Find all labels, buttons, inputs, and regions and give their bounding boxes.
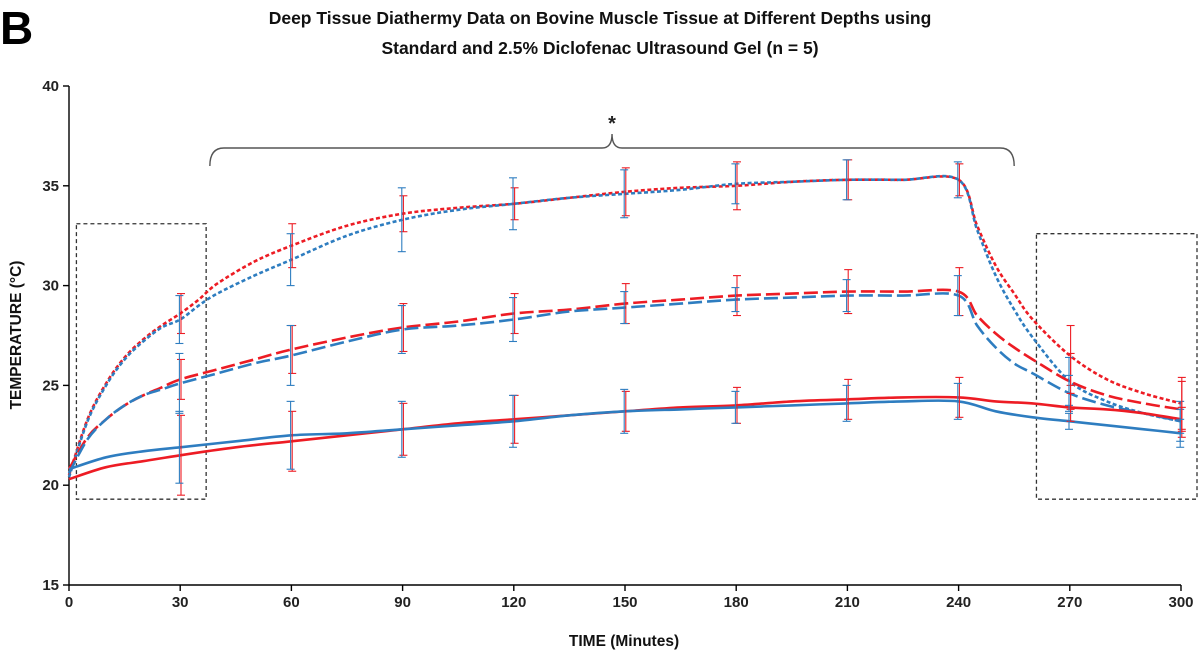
y-tick-label-35: 35 — [42, 178, 59, 195]
errorbar-diclofenac-gel-shallow-240 — [953, 161, 962, 199]
y-tick-label-25: 25 — [42, 377, 59, 394]
errorbar-standard-gel-deep-240 — [955, 376, 964, 418]
x-tick-label-60: 60 — [283, 594, 300, 611]
errorbar-standard-gel-deep-90 — [399, 402, 408, 456]
highlight-box-0 — [75, 223, 207, 500]
errorbar-diclofenac-gel-shallow-180 — [731, 163, 740, 205]
series-standard-gel-shallow — [67, 175, 1182, 476]
errorbar-diclofenac-gel-middle-120 — [509, 297, 517, 343]
x-axis-label: TIME (Minutes) — [569, 633, 679, 650]
errorbar-diclofenac-gel-middle-210 — [842, 279, 851, 313]
errorbar-standard-gel-middle-210 — [844, 269, 853, 315]
highlight-box-1 — [1035, 233, 1198, 500]
errorbar-standard-gel-shallow-60 — [288, 223, 297, 269]
series-diclofenac-gel-middle — [67, 292, 1182, 474]
y-axis-label: TEMPERATURE (°C) — [8, 261, 25, 410]
errorbar-standard-gel-deep-30 — [177, 414, 185, 496]
errorbar-diclofenac-gel-middle-90 — [397, 305, 406, 355]
errorbar-standard-gel-deep-270 — [1066, 392, 1075, 422]
errorbar-diclofenac-gel-shallow-150 — [620, 169, 629, 219]
errorbar-diclofenac-gel-middle-240 — [953, 275, 962, 317]
x-tick-label-210: 210 — [835, 594, 860, 611]
x-tick-label-120: 120 — [501, 594, 526, 611]
errorbar-diclofenac-gel-shallow-60 — [286, 233, 295, 287]
panel-label: B — [0, 2, 33, 54]
highlight-regions — [75, 223, 1198, 500]
series-diclofenac-gel-shallow — [67, 174, 1182, 478]
errorbar-diclofenac-gel-shallow-30 — [175, 295, 184, 345]
errorbar-standard-gel-middle-120 — [510, 293, 519, 335]
series-diclofenac-gel-deep — [68, 399, 1182, 471]
errorbar-standard-gel-shallow-90 — [399, 195, 408, 233]
errorbar-diclofenac-gel-deep-30 — [175, 410, 184, 484]
x-tick-label-30: 30 — [172, 594, 189, 611]
x-tick-label-270: 270 — [1057, 594, 1082, 611]
errorbar-standard-gel-shallow-180 — [733, 161, 741, 211]
x-tick-label-300: 300 — [1168, 594, 1193, 611]
errorbar-diclofenac-gel-middle-150 — [620, 291, 629, 325]
x-tick-label-150: 150 — [612, 594, 637, 611]
errorbar-diclofenac-gel-deep-150 — [620, 388, 629, 434]
errorbar-diclofenac-gel-deep-120 — [509, 394, 517, 448]
errorbar-diclofenac-gel-deep-240 — [953, 382, 962, 420]
chart-title-line-1: Deep Tissue Diathermy Data on Bovine Mus… — [269, 8, 932, 28]
series-standard-gel-middle — [67, 288, 1182, 470]
data-series — [67, 174, 1182, 481]
errorbar-standard-gel-deep-150 — [621, 390, 630, 432]
errorbar-diclofenac-gel-deep-270 — [1065, 412, 1073, 430]
errorbar-diclofenac-gel-shallow-210 — [842, 159, 851, 201]
x-tick-label-90: 90 — [394, 594, 411, 611]
y-tick-label-40: 40 — [42, 78, 59, 95]
errorbar-standard-gel-shallow-240 — [955, 163, 964, 197]
errorbar-diclofenac-gel-middle-60 — [286, 324, 295, 386]
errorbar-standard-gel-middle-90 — [399, 303, 408, 353]
errorbar-standard-gel-middle-180 — [733, 275, 741, 317]
errorbar-diclofenac-gel-deep-210 — [842, 384, 851, 422]
x-tick-label-180: 180 — [724, 594, 749, 611]
chart-title-line-2: Standard and 2.5% Diclofenac Ultrasound … — [381, 38, 818, 58]
significance-asterisk: * — [608, 113, 616, 135]
errorbar-standard-gel-middle-30 — [177, 358, 185, 400]
errorbar-standard-gel-shallow-150 — [621, 167, 630, 217]
errorbar-diclofenac-gel-middle-180 — [731, 287, 740, 313]
x-tick-label-240: 240 — [946, 594, 971, 611]
significance-brace — [209, 133, 1015, 167]
x-tick-label-0: 0 — [65, 594, 73, 611]
series-standard-gel-deep — [68, 395, 1182, 481]
y-tick-label-30: 30 — [42, 278, 59, 295]
axes: 15 20 25 30 35 40 0 30 60 90 120 150 180 210 240 270 300 — [42, 78, 1193, 611]
errorbar-diclofenac-gel-deep-60 — [286, 400, 295, 470]
error-bars — [175, 159, 1186, 496]
errorbar-diclofenac-gel-deep-90 — [397, 400, 406, 458]
significance-annotation: * — [209, 113, 1015, 167]
y-tick-label-15: 15 — [42, 577, 59, 594]
errorbar-diclofenac-gel-shallow-120 — [509, 177, 517, 231]
errorbar-diclofenac-gel-deep-180 — [731, 390, 740, 424]
errorbar-standard-gel-shallow-30 — [177, 293, 185, 335]
errorbar-standard-gel-shallow-120 — [510, 187, 519, 221]
errorbar-diclofenac-gel-shallow-90 — [397, 187, 406, 253]
errorbar-standard-gel-deep-60 — [288, 410, 297, 472]
errorbar-standard-gel-deep-210 — [844, 378, 853, 420]
y-tick-label-20: 20 — [42, 477, 59, 494]
errorbar-diclofenac-gel-deep-300 — [1176, 418, 1185, 448]
